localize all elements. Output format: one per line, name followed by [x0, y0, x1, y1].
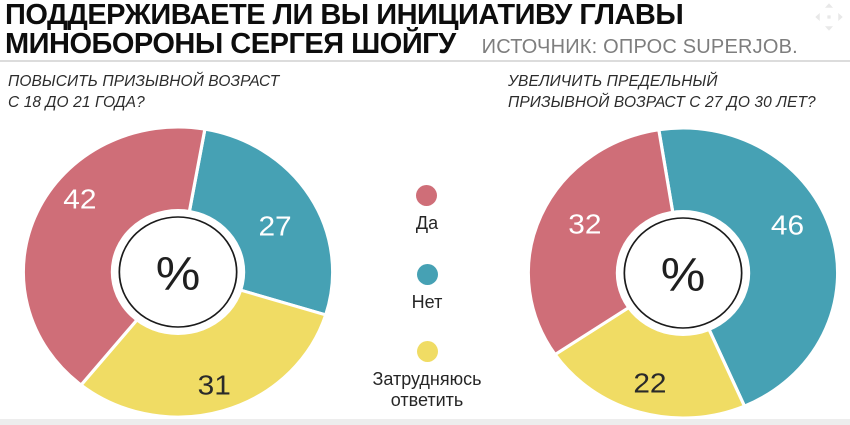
donut-chart-right: % 32 46 22: [526, 126, 840, 420]
donut-hole: [110, 209, 246, 335]
slice-Затрудняюсь ответить: [78, 270, 328, 419]
slice-value-label-Нет: 27: [258, 212, 291, 243]
legend: Да Нет Затрудняюсь ответить: [352, 185, 502, 411]
donut-hole-ring: [118, 216, 238, 328]
page-title: ПОДДЕРЖИВАЕТЕ ЛИ ВЫ ИНИЦИАТИВУ ГЛАВЫ МИН…: [5, 1, 798, 62]
donut-hole: [615, 210, 751, 336]
slice-value-label-Затрудняюсь ответить: 22: [633, 369, 666, 400]
legend-swatch-no: [416, 264, 438, 285]
bottom-edge: [0, 419, 850, 425]
donut-center-unit: %: [156, 248, 201, 300]
slice-Да: [526, 128, 685, 357]
title-line-1: ПОДДЕРЖИВАЕТЕ ЛИ ВЫ ИНИЦИАТИВУ ГЛАВЫ: [5, 0, 684, 31]
source-label: ИСТОЧНИК: ОПРОС SUPERJOB.: [481, 36, 798, 58]
chart-question-left: ПОВЫСИТЬ ПРИЗЫВНОЙ ВОЗРАСТ С 18 ДО 21 ГО…: [8, 73, 280, 111]
slice-value-label-Да: 42: [63, 185, 96, 216]
legend-item-undecided: Затрудняюсь ответить: [352, 341, 502, 411]
slice-value-label-Да: 32: [568, 210, 601, 241]
legend-label-yes: Да: [415, 213, 439, 233]
donut-hole-ring: [623, 217, 743, 329]
chart-question-right: УВЕЛИЧИТЬ ПРЕДЕЛЬНЫЙ ПРИЗЫВНОЙ ВОЗРАСТ С…: [508, 73, 816, 111]
move-arrows-icon[interactable]: [814, 2, 844, 32]
donut-center-unit: %: [661, 249, 706, 301]
legend-item-no: Нет: [411, 264, 443, 313]
slice-value-label-Нет: 46: [771, 211, 804, 242]
header-divider: [0, 60, 850, 62]
slice-value-label-Затрудняюсь ответить: 31: [198, 371, 231, 402]
legend-swatch-undecided: [416, 341, 438, 362]
legend-label-no: Нет: [411, 292, 443, 312]
title-line-2: МИНОБОРОНЫ СЕРГЕЯ ШОЙГУ: [5, 28, 456, 60]
legend-label-undecided: Затрудняюсь ответить: [372, 369, 482, 410]
legend-swatch-yes: [416, 185, 438, 206]
legend-item-yes: Да: [416, 185, 438, 234]
donut-chart-left: % 42 27 31: [21, 125, 335, 419]
